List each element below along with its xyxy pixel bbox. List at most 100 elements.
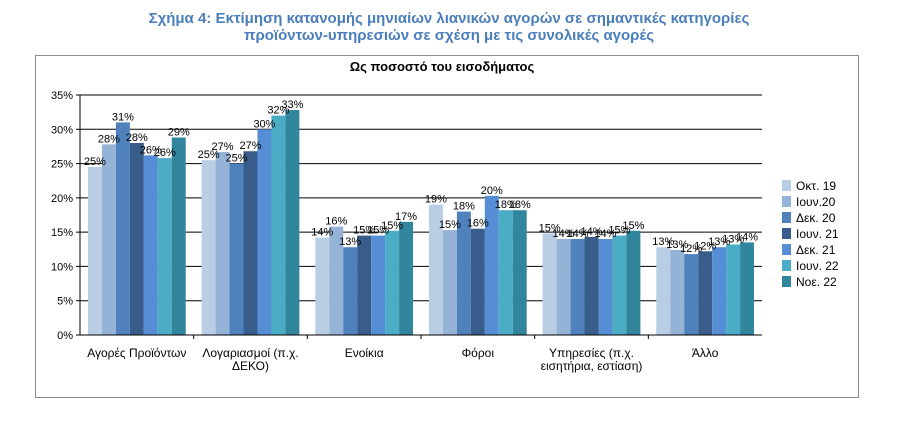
legend-label: Δεκ. 21 — [796, 243, 836, 257]
figure-title-line-2: προϊόντων-υπηρεσιών σε σχέση με τις συνο… — [243, 27, 655, 44]
legend-swatch — [782, 244, 791, 255]
bar — [512, 210, 527, 335]
bar — [215, 151, 230, 335]
data-label: 27% — [212, 141, 234, 153]
data-label: 15% — [381, 220, 403, 232]
bar — [171, 137, 186, 335]
category-label: Υπηρεσίες (π.χ. — [549, 346, 634, 360]
data-label: 15% — [608, 225, 630, 237]
data-label: 32% — [267, 105, 289, 117]
data-label: 18% — [495, 199, 517, 211]
chart-frame — [35, 55, 859, 398]
data-label: 26% — [140, 144, 162, 156]
data-label: 13% — [652, 236, 674, 248]
data-label: 33% — [281, 99, 303, 111]
data-label: 31% — [112, 111, 134, 123]
data-label: 15% — [539, 223, 561, 235]
bar — [129, 143, 144, 335]
bar — [542, 233, 557, 335]
legend-swatch — [782, 180, 791, 191]
data-label: 15% — [353, 225, 375, 237]
y-tick-label: 20% — [51, 193, 73, 205]
bar — [371, 235, 386, 335]
legend-swatch — [782, 260, 791, 271]
data-label: 12% — [680, 243, 702, 255]
gridlines — [80, 94, 762, 302]
legend-label: Δεκ. 20 — [796, 211, 836, 225]
data-label: 29% — [168, 127, 190, 139]
bar — [385, 230, 400, 335]
data-label: 16% — [325, 216, 347, 228]
bar — [470, 228, 485, 335]
category-label: Λογαριασμοί (π.χ. — [202, 346, 298, 360]
bar — [712, 247, 727, 335]
bar — [626, 230, 641, 335]
bar — [257, 129, 272, 335]
bar — [285, 110, 300, 335]
bar — [157, 158, 172, 335]
bar — [329, 226, 344, 335]
data-label: 19% — [425, 194, 447, 206]
data-label: 26% — [154, 147, 176, 159]
bar — [315, 237, 330, 335]
data-label: 18% — [453, 201, 475, 213]
data-label: 15% — [622, 220, 644, 232]
bar — [357, 235, 372, 335]
bar — [428, 204, 443, 335]
data-label: 28% — [98, 133, 120, 145]
bar — [584, 236, 599, 335]
figure-title: Σχήμα 4: Εκτίμηση κατανομής μηνιαίων λια… — [0, 10, 898, 44]
data-label: 17% — [395, 211, 417, 223]
axes — [79, 95, 762, 339]
bar — [698, 251, 713, 335]
category-label: Αγορές Προϊόντων — [87, 346, 186, 360]
bar — [343, 247, 358, 335]
bar — [101, 144, 116, 335]
bar — [684, 254, 699, 335]
data-label: 13% — [666, 239, 688, 251]
legend-swatch — [782, 196, 791, 207]
data-label: 16% — [467, 218, 489, 230]
y-tick-label: 30% — [51, 124, 73, 136]
bar — [143, 155, 158, 335]
data-label: 13% — [339, 236, 361, 248]
category-label: Άλλο — [692, 346, 719, 360]
chart-title: Ως ποσοστό του εισοδήματος — [350, 59, 535, 74]
data-label: 13% — [722, 233, 744, 245]
data-label: 12% — [694, 240, 716, 252]
y-tick-label: 10% — [51, 261, 73, 273]
legend-label: Ιουν. 21 — [796, 227, 839, 241]
legend-swatch — [782, 276, 791, 287]
y-tick-label: 35% — [51, 90, 73, 102]
data-label: 20% — [481, 185, 503, 197]
y-tick-label: 25% — [51, 159, 73, 171]
bar — [271, 115, 286, 335]
data-label: 15% — [439, 219, 461, 231]
data-label: 14% — [311, 227, 333, 239]
data-label: 13% — [708, 236, 730, 248]
y-tick-label: 0% — [57, 330, 73, 342]
figure-title-line-1: Σχήμα 4: Εκτίμηση κατανομής μηνιαίων λια… — [148, 10, 750, 27]
data-label: 28% — [126, 132, 148, 144]
y-tick-label: 15% — [51, 227, 73, 239]
bar — [115, 122, 130, 335]
bar — [612, 235, 627, 335]
bar — [498, 210, 513, 335]
data-label: 14% — [567, 228, 589, 240]
bar — [243, 151, 258, 335]
legend-swatch — [782, 228, 791, 239]
data-label: 30% — [253, 118, 275, 130]
bar — [598, 239, 613, 335]
bar — [740, 242, 755, 335]
data-label: 27% — [239, 140, 261, 152]
data-label: 25% — [226, 153, 248, 165]
data-label: 14% — [580, 226, 602, 238]
legend-label: Νοε. 22 — [796, 275, 837, 289]
data-labels: 25%28%31%28%26%26%29%25%27%25%27%30%32%3… — [84, 99, 758, 255]
legend-label: Ιουν.20 — [796, 195, 836, 209]
bar — [201, 160, 216, 335]
data-label: 14% — [553, 228, 575, 240]
legend-label: Οκτ. 19 — [796, 179, 836, 193]
bar — [456, 211, 471, 335]
data-label: 18% — [509, 199, 531, 211]
